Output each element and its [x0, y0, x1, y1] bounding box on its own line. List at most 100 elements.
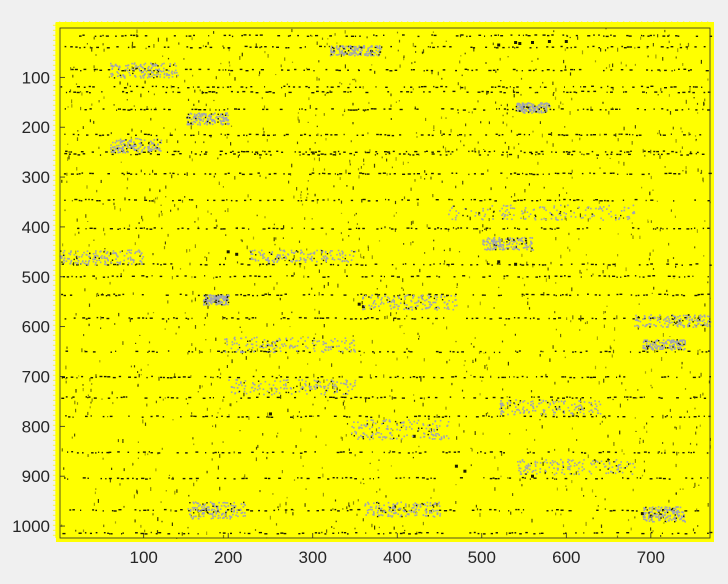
gray-marker — [524, 246, 526, 249]
dark-marker — [91, 48, 93, 52]
dark-marker — [547, 34, 550, 37]
dark-marker — [294, 68, 297, 71]
dark-marker — [664, 172, 668, 175]
dark-marker — [256, 153, 259, 155]
dark-marker — [108, 477, 112, 480]
dark-marker — [249, 46, 252, 48]
dark-marker — [445, 86, 448, 88]
dark-marker — [560, 294, 562, 297]
dark-marker — [513, 200, 517, 202]
dark-marker — [322, 473, 324, 478]
gray-marker — [539, 103, 542, 105]
gray-marker — [68, 257, 70, 260]
dark-marker — [626, 34, 629, 37]
gray-marker — [158, 148, 160, 150]
dark-marker — [521, 476, 524, 479]
dark-marker — [111, 467, 113, 470]
dark-marker — [211, 442, 213, 445]
dark-marker — [195, 477, 199, 480]
gray-marker — [129, 74, 131, 76]
dark-marker — [76, 377, 78, 379]
dark-marker — [343, 91, 347, 93]
dark-marker — [243, 34, 247, 36]
dark-marker — [93, 70, 96, 72]
dark-marker — [586, 134, 589, 136]
dark-marker — [530, 390, 533, 393]
gray-marker — [494, 239, 496, 241]
dark-marker — [659, 155, 661, 159]
dark-marker — [395, 267, 397, 270]
dark-marker — [684, 317, 687, 319]
dark-marker — [320, 252, 323, 256]
dark-marker — [485, 227, 487, 231]
dark-marker — [571, 397, 574, 399]
dark-marker — [468, 276, 471, 279]
gray-marker — [361, 49, 363, 52]
dark-marker — [366, 36, 368, 39]
dark-marker — [298, 86, 301, 88]
gray-marker — [517, 103, 520, 106]
dark-marker — [249, 173, 253, 175]
dark-marker — [127, 46, 130, 49]
dark-marker — [336, 451, 340, 454]
dark-marker — [660, 227, 662, 229]
gray-marker — [488, 242, 491, 245]
dark-marker — [393, 409, 396, 413]
dark-marker — [622, 217, 625, 219]
dark-marker — [449, 46, 452, 48]
dark-marker — [593, 376, 596, 378]
dark-marker — [646, 422, 648, 425]
dark-marker — [668, 94, 670, 97]
dark-marker — [187, 352, 189, 355]
dark-marker — [262, 127, 264, 131]
dark-marker — [699, 134, 702, 136]
gray-marker — [373, 300, 376, 302]
dark-marker — [652, 249, 654, 252]
dark-marker — [531, 474, 534, 478]
dark-marker — [113, 86, 116, 88]
gray-marker — [344, 48, 347, 50]
dark-marker — [354, 396, 358, 398]
dark-marker — [347, 109, 350, 111]
dark-marker — [83, 86, 86, 88]
dark-marker — [145, 108, 149, 110]
dark-marker — [516, 86, 519, 88]
dark-marker — [548, 173, 550, 175]
dark-marker — [382, 172, 386, 174]
dark-marker — [535, 276, 538, 278]
dark-marker — [338, 532, 340, 534]
dark-marker — [89, 406, 91, 409]
gray-marker — [338, 49, 341, 51]
dark-marker — [448, 359, 451, 361]
gray-marker — [105, 252, 108, 255]
dark-marker — [201, 509, 205, 511]
dark-marker — [245, 356, 247, 360]
dark-marker — [414, 415, 418, 418]
dark-marker — [81, 375, 84, 378]
dark-marker — [287, 318, 290, 320]
dark-marker — [633, 452, 636, 454]
dark-marker — [709, 35, 713, 37]
dark-marker — [664, 166, 666, 168]
dark-marker — [341, 396, 344, 398]
gray-marker — [73, 253, 76, 256]
dark-marker — [195, 117, 197, 120]
dark-marker — [213, 31, 215, 34]
dark-marker — [241, 331, 243, 333]
dark-marker — [507, 405, 509, 409]
dark-marker — [311, 92, 315, 94]
dark-marker — [639, 477, 642, 479]
dark-marker — [228, 414, 230, 417]
dark-marker — [212, 397, 214, 399]
dark-marker — [688, 451, 690, 454]
dark-marker — [537, 396, 540, 398]
dark-marker — [320, 376, 324, 378]
dark-marker — [489, 508, 492, 511]
dark-marker — [301, 203, 304, 206]
gray-marker — [555, 218, 557, 221]
dark-marker — [76, 137, 79, 141]
dark-marker — [639, 235, 641, 239]
dark-marker — [84, 198, 87, 201]
dark-marker — [223, 47, 225, 49]
